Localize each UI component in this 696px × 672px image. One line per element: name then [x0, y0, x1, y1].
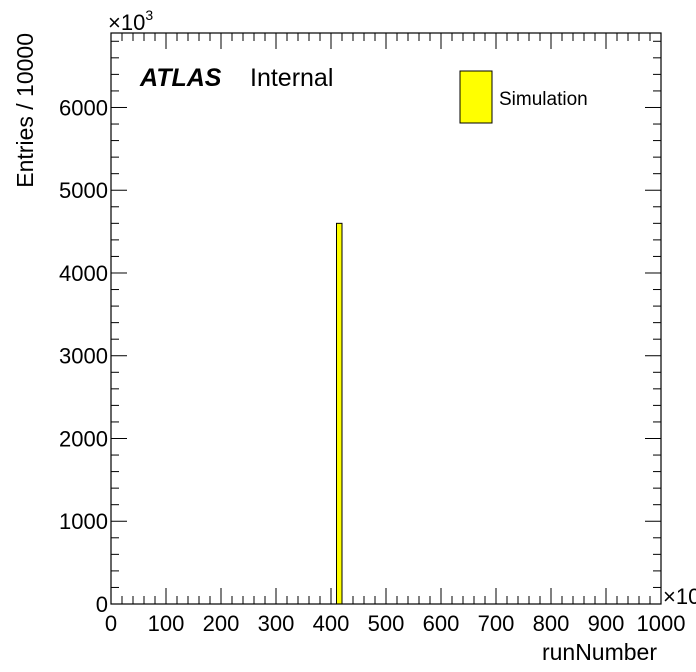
- y-tick-label: 6000: [59, 95, 108, 120]
- x-tick-label: 900: [588, 611, 625, 636]
- axis-ticks: [110, 33, 662, 605]
- legend: Simulation: [459, 70, 588, 124]
- y-tick-label: 2000: [59, 426, 108, 451]
- y-tick-label: 4000: [59, 261, 108, 286]
- x-tick-label: 100: [148, 611, 185, 636]
- histogram-bar: [336, 222, 343, 605]
- histogram-bars: [336, 222, 343, 605]
- x-tick-label: 800: [533, 611, 570, 636]
- y-tick-labels: 0 1000 2000 3000 4000 5000 6000: [59, 95, 108, 617]
- x-tick-label: 700: [478, 611, 515, 636]
- y-tick-label: 0: [96, 592, 108, 617]
- y-multiplier-base: ×10: [108, 10, 145, 35]
- y-axis-multiplier: ×103: [108, 7, 153, 35]
- y-axis-label: Entries / 10000: [12, 33, 38, 188]
- y-tick-label: 3000: [59, 344, 108, 369]
- x-tick-label: 1000: [637, 611, 686, 636]
- y-tick-label: 1000: [59, 509, 108, 534]
- x-axis-label: runNumber: [542, 639, 657, 665]
- x-tick-label: 500: [368, 611, 405, 636]
- atlas-label: ATLAS: [139, 64, 222, 92]
- y-multiplier-exponent: 3: [145, 7, 153, 23]
- internal-label: Internal: [250, 64, 333, 92]
- x-tick-label: 400: [313, 611, 350, 636]
- x-tick-label: 0: [105, 611, 117, 636]
- x-tick-label: 200: [203, 611, 240, 636]
- x-axis-multiplier: ×10: [663, 584, 696, 609]
- x-tick-labels: 0 100 200 300 400 500 600 700 800 900 1000: [105, 611, 686, 636]
- x-tick-label: 600: [423, 611, 460, 636]
- y-tick-label: 5000: [59, 178, 108, 203]
- plot-frame: [110, 32, 662, 605]
- x-tick-label: 300: [258, 611, 295, 636]
- legend-swatch-simulation: [459, 70, 493, 124]
- legend-label-simulation: Simulation: [499, 89, 588, 110]
